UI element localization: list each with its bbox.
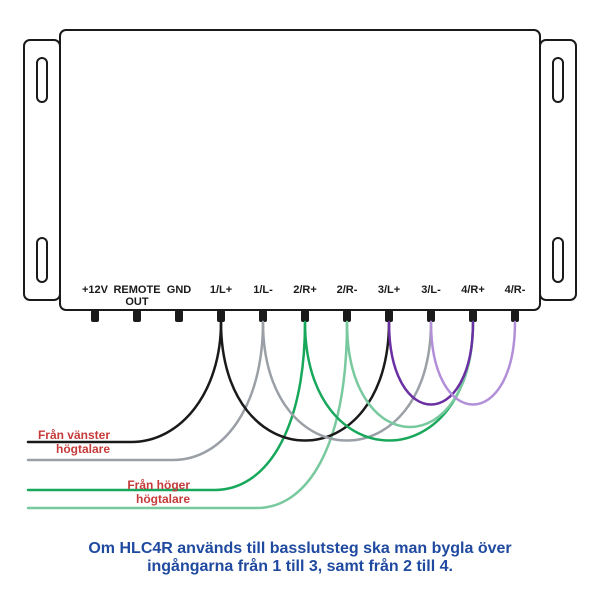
terminal-label-t3lp: 3/L+ — [378, 284, 400, 296]
caption-post: används till basslutsteg ska man bygla ö… — [147, 540, 512, 575]
mount-flange — [540, 40, 576, 300]
terminal-pin — [133, 310, 141, 322]
caption-model: HLC4R — [119, 540, 172, 557]
terminal-label-t2rm: 2/R- — [337, 284, 358, 296]
terminal-pin — [469, 310, 477, 322]
wiring-diagram: +12V REMOTE OUT GND 1/L+ 1/L- 2/R+ 2/R- 3/L+ 3/L… — [0, 0, 600, 597]
bridge-lt-2-4 — [347, 322, 473, 427]
terminal-label-t3lm: 3/L- — [421, 284, 441, 296]
caption-pre: Om — [88, 540, 119, 557]
terminal-pin — [217, 310, 225, 322]
terminal-label-t2rp: 2/R+ — [293, 284, 317, 296]
mount-flange — [24, 40, 60, 300]
terminal-pin — [385, 310, 393, 322]
terminal-label-tgnd: GND — [167, 284, 191, 296]
terminal-pin — [343, 310, 351, 322]
terminal-label-t4rp: 4/R+ — [461, 284, 485, 296]
diagram-svg — [0, 0, 600, 597]
terminal-label-t12v: +12V — [82, 284, 108, 296]
terminal-pin — [511, 310, 519, 322]
terminal-pin — [427, 310, 435, 322]
caption-text: Om HLC4R används till basslutsteg ska ma… — [70, 540, 530, 576]
terminal-pin — [259, 310, 267, 322]
terminal-label-t4rm: 4/R- — [505, 284, 526, 296]
device-body — [60, 30, 540, 310]
terminal-pin — [301, 310, 309, 322]
wire-left-pos — [28, 322, 221, 442]
lbl-left: Från vänsterhögtalare — [0, 428, 110, 457]
terminal-pin — [91, 310, 99, 322]
terminal-label-t1lm: 1/L- — [253, 284, 273, 296]
terminal-label-t1lp: 1/L+ — [210, 284, 232, 296]
lbl-right: Från högerhögtalare — [0, 478, 190, 507]
terminal-pin — [175, 310, 183, 322]
terminal-label-tremote: REMOTE OUT — [113, 284, 160, 308]
